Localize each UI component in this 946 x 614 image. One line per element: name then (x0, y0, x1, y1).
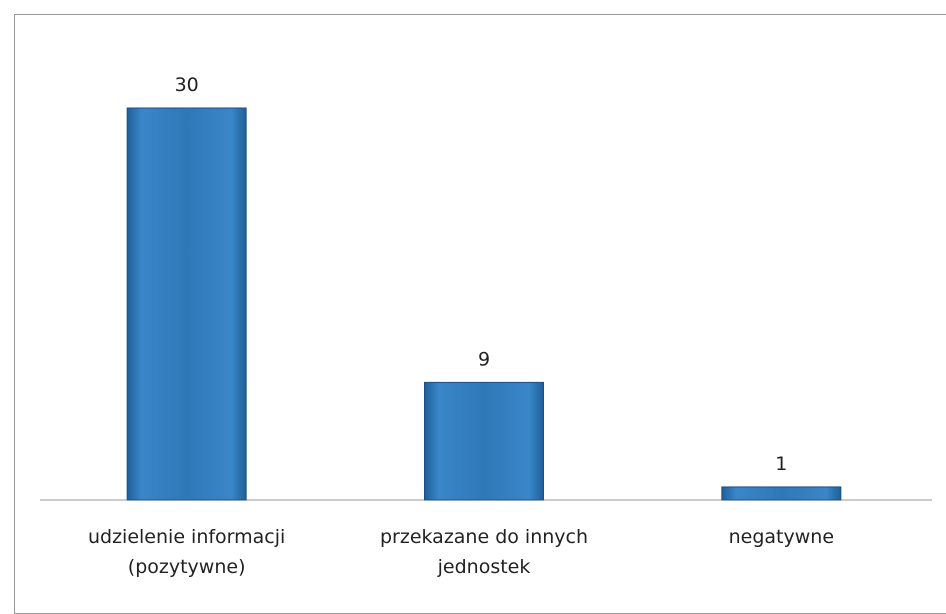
data-label: 1 (775, 453, 787, 475)
chart: 30 9 1 (40, 74, 932, 501)
bar (721, 486, 842, 501)
bar (126, 107, 247, 501)
x-tick-label: negatywne (728, 526, 835, 548)
bar (424, 381, 544, 501)
x-tick-label: udzielenie informacji (pozytywne) (87, 526, 286, 578)
x-tick-label: przekazane do innych jednostek (379, 526, 589, 578)
data-label: 30 (175, 74, 199, 96)
data-label: 9 (478, 348, 490, 370)
